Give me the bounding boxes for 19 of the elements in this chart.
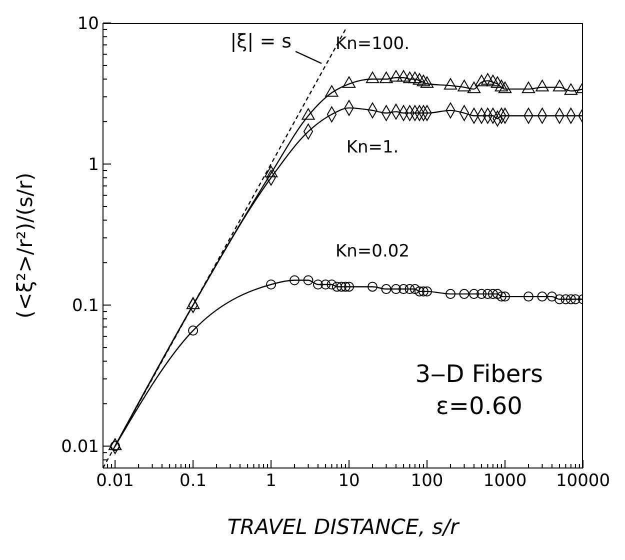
series-label: Kn=0.02 <box>336 242 410 262</box>
y-tick-label: 0.01 <box>61 437 99 458</box>
y-tick-label: 10 <box>77 14 99 34</box>
y-tick-label: 1 <box>88 155 99 176</box>
y-axis-title: (<ξ²>/r²)/(s/r) <box>13 172 37 318</box>
annotation: ε=0.60 <box>434 391 524 422</box>
x-tick-label: 0.1 <box>180 471 207 491</box>
x-tick-label: 1 <box>266 471 276 491</box>
x-tick-label: 1000 <box>483 471 527 491</box>
x-tick-label: 0.01 <box>96 471 134 491</box>
x-tick-label: 100 <box>410 471 444 491</box>
x-axis-title: TRAVEL DISTANCE, s/r <box>227 515 460 539</box>
x-tick-label: 10 <box>338 471 360 491</box>
x-tick-label: 10000 <box>556 471 610 491</box>
annotation: 3‒D Fibers <box>415 359 543 390</box>
y-tick-label: 0.1 <box>72 296 99 316</box>
series-label: Kn=1. <box>346 137 399 158</box>
annotation: |ξ| = s <box>230 30 292 52</box>
series-label: Kn=100. <box>336 34 410 54</box>
